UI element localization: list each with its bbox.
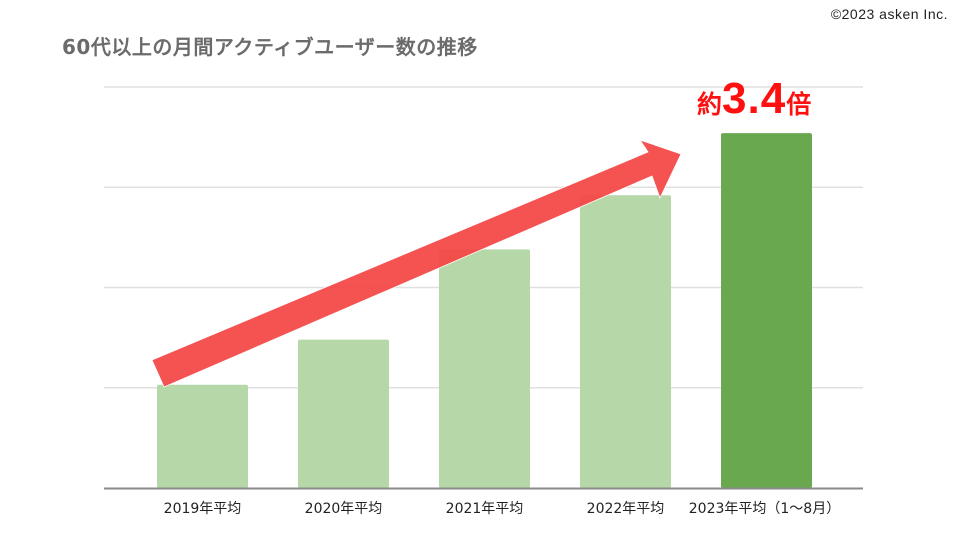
bars bbox=[157, 133, 812, 489]
multiplier-value: 3.4 bbox=[722, 74, 787, 123]
x-axis-label: 2019年平均 bbox=[163, 501, 242, 517]
x-axis-label: 2023年平均（1～8月） bbox=[688, 501, 841, 517]
bar-1 bbox=[298, 339, 389, 488]
bar-3 bbox=[580, 195, 671, 488]
trend-arrow-icon bbox=[151, 139, 682, 388]
bar-0 bbox=[157, 384, 248, 488]
bar-2 bbox=[439, 249, 530, 488]
multiplier-prefix: 約 bbox=[697, 91, 723, 119]
bar-4 bbox=[721, 133, 812, 489]
chart-title: 60代以上の月間アクティブユーザー数の推移 bbox=[62, 35, 478, 59]
x-axis-label: 2022年平均 bbox=[586, 501, 665, 517]
x-axis-label: 2020年平均 bbox=[304, 501, 383, 517]
multiplier-suffix: 倍 bbox=[786, 91, 812, 119]
copyright-text: ©2023 asken Inc. bbox=[830, 6, 948, 22]
growth-multiplier-annotation: 約3.4倍 bbox=[697, 74, 811, 124]
x-axis-label: 2021年平均 bbox=[445, 501, 524, 517]
